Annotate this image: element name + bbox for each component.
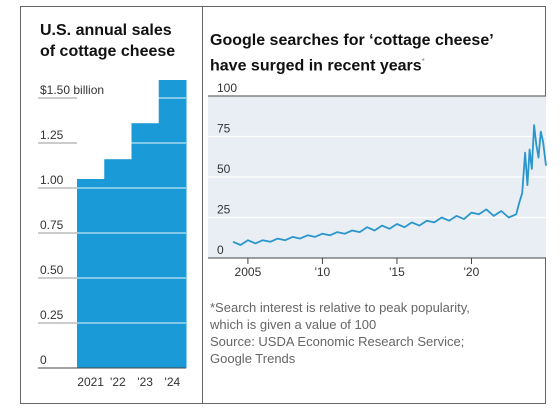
bar-ytick-label-5: 1.25 (40, 128, 64, 142)
footnote-marker: * (421, 57, 425, 66)
bar-ytick-label-6: $1.50 billion (40, 83, 104, 97)
line-ytick-label-4: 100 (217, 81, 237, 95)
bar-3 (158, 80, 187, 368)
line-xtick-label-2: '15 (389, 265, 405, 279)
bar-xtick-label-3: '24 (165, 375, 181, 389)
footnote-line-1: *Search interest is relative to peak pop… (210, 300, 470, 315)
line-ytick-label-0: 0 (217, 243, 224, 257)
bar-2 (131, 123, 160, 368)
bar-ytick-label-1: 0.25 (40, 308, 64, 322)
bar-ytick-label-0: 0 (40, 353, 47, 367)
bar-ytick-label-4: 1.00 (40, 173, 64, 187)
line-ytick-label-3: 75 (217, 122, 231, 136)
line-ytick-label-1: 25 (217, 203, 231, 217)
bar-ytick-label-2: 0.50 (40, 263, 64, 277)
source-line-2: Google Trends (210, 351, 296, 366)
bar-0 (77, 179, 105, 368)
panel-divider (202, 6, 203, 404)
line-xtick-label-0: 2005 (235, 265, 262, 279)
bar-ytick-label-3: 0.75 (40, 218, 64, 232)
footnote: *Search interest is relative to peak pop… (210, 299, 540, 367)
bar-xtick-label-1: '22 (110, 375, 126, 389)
source-line-1: Source: USDA Economic Research Service; (210, 334, 465, 349)
footnote-line-2: which is given a value of 100 (210, 317, 377, 332)
bar-chart: 0 0.25 0.50 0.75 1.00 1.25 $1.50 billion 2021 '2… (38, 80, 187, 389)
right-chart-title-wrap: Google searches for ‘cottage cheese’ hav… (210, 30, 540, 76)
line-chart: 0 25 50 75 100 2005 '10 '15 '20 (208, 81, 547, 279)
bar-xtick-label-0: 2021 (77, 375, 104, 389)
line-ytick-label-2: 50 (217, 162, 231, 176)
right-chart-title: Google searches for ‘cottage cheese’ hav… (210, 32, 494, 75)
bar-xtick-label-2: '23 (137, 375, 153, 389)
line-xtick-label-1: '10 (315, 265, 331, 279)
search-interest-line (232, 124, 547, 246)
bar-1 (104, 159, 132, 368)
left-chart-title: U.S. annual sales of cottage cheese (40, 22, 176, 60)
line-xtick-label-3: '20 (464, 265, 480, 279)
